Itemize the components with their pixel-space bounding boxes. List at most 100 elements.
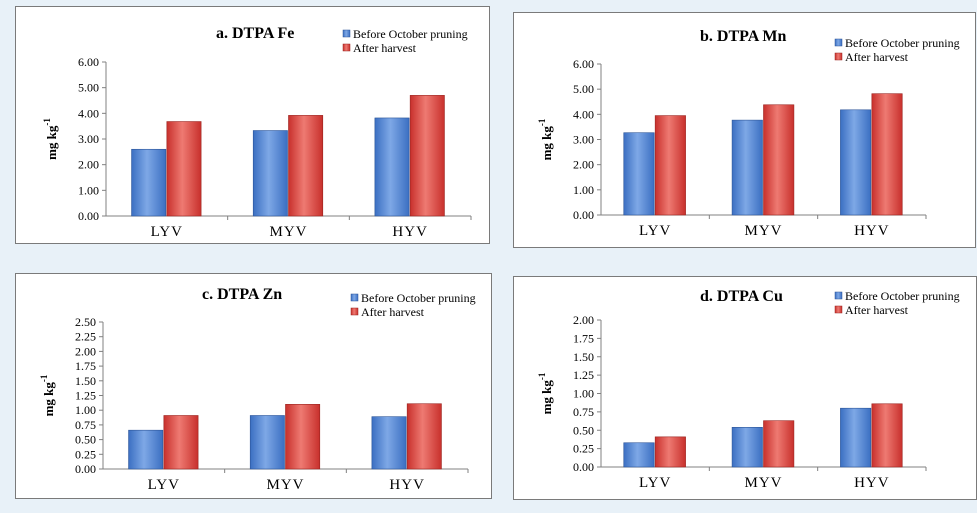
y-tick-label: 4.00	[573, 107, 594, 121]
x-tick-label: MYV	[744, 475, 782, 491]
legend-label: After harvest	[845, 303, 909, 317]
bar-after-harvest	[163, 415, 199, 470]
y-tick-label: 2.00	[75, 344, 96, 358]
bar-before-pruning	[252, 130, 288, 217]
x-tick-label: HYV	[854, 475, 890, 491]
bar-before-pruning	[731, 427, 763, 468]
y-axis-label: mg kg-1	[537, 118, 554, 160]
chart-panel-cu: d. DTPA Cu mg kg-1 0.00 0.25 0.50 0.75 1.00 1.2…	[513, 276, 977, 500]
y-tick-label: 0.00	[75, 462, 96, 476]
y-tick-label: 0.25	[573, 442, 594, 456]
y-tick-label: 1.50	[75, 374, 96, 388]
chart-zn: c. DTPA Zn mg kg-1 0.000.250.500.751.001.2…	[39, 286, 476, 493]
chart-title: c. DTPA Zn	[202, 286, 282, 303]
y-tick-label: 4.00	[78, 106, 99, 120]
bar-before-pruning	[840, 407, 872, 468]
y-tick-label: 0.00	[573, 460, 594, 474]
y-tick-label: 6.00	[78, 55, 99, 69]
bar-after-harvest	[288, 115, 324, 217]
bar-after-harvest	[406, 403, 442, 470]
bar-after-harvest	[763, 104, 795, 216]
bar-after-harvest	[654, 115, 686, 216]
legend-label: Before October pruning	[845, 36, 960, 50]
legend-swatch	[834, 38, 843, 47]
y-tick-label: 0.25	[75, 447, 96, 461]
legend-label: After harvest	[361, 305, 425, 319]
bar-before-pruning	[840, 109, 872, 216]
y-tick-label: 1.00	[75, 403, 96, 417]
y-tick-label: 0.75	[573, 405, 594, 419]
y-tick-label: 2.00	[573, 313, 594, 327]
x-tick-label: HYV	[389, 477, 425, 493]
y-tick-label: 1.00	[573, 183, 594, 197]
y-tick-label: 3.00	[573, 133, 594, 147]
legend-swatch	[350, 307, 359, 316]
y-tick-label: 1.00	[573, 387, 594, 401]
bar-before-pruning	[623, 442, 655, 468]
bar-before-pruning	[371, 416, 407, 470]
bar-after-harvest	[409, 95, 445, 217]
y-tick-label: 1.00	[78, 183, 99, 197]
y-tick-label: 0.00	[573, 208, 594, 222]
bar-before-pruning	[131, 148, 167, 217]
bar-after-harvest	[285, 404, 321, 470]
x-tick-label: LYV	[639, 223, 671, 239]
y-tick-label: 1.25	[573, 368, 594, 382]
bar-before-pruning	[374, 117, 410, 217]
bar-after-harvest	[654, 436, 686, 468]
y-tick-label: 1.50	[573, 350, 594, 364]
y-axis-label: mg kg-1	[39, 374, 56, 416]
bar-before-pruning	[731, 119, 763, 216]
y-tick-label: 1.75	[573, 331, 594, 345]
x-tick-label: MYV	[744, 223, 782, 239]
legend-label: After harvest	[845, 50, 909, 64]
bar-after-harvest	[871, 403, 903, 468]
legend-swatch	[834, 305, 843, 314]
legend-swatch	[834, 52, 843, 61]
legend-label: Before October pruning	[353, 27, 468, 41]
y-axis-label: mg kg-1	[42, 118, 59, 160]
y-tick-label: 0.00	[78, 209, 99, 223]
bar-before-pruning	[128, 429, 164, 470]
bar-after-harvest	[871, 93, 903, 216]
chart-panel-mn: b. DTPA Mn mg kg-1 0.00 1.00 2.00 3.00 4.00 5.0…	[513, 12, 976, 248]
y-tick-label: 6.00	[573, 57, 594, 71]
chart-title: a. DTPA Fe	[216, 25, 294, 42]
x-tick-label: HYV	[392, 224, 428, 240]
legend-swatch	[342, 43, 351, 52]
x-tick-label: HYV	[854, 223, 890, 239]
chart-mn: b. DTPA Mn mg kg-1 0.00 1.00 2.00 3.00 4.00 5.0…	[537, 28, 960, 239]
bar-before-pruning	[249, 415, 285, 470]
y-tick-label: 0.50	[75, 433, 96, 447]
legend-swatch	[342, 29, 351, 38]
legend-label: Before October pruning	[845, 289, 960, 303]
chart-title: b. DTPA Mn	[700, 28, 786, 45]
x-tick-label: LYV	[148, 477, 180, 493]
y-axis-label: mg kg-1	[537, 372, 554, 414]
x-tick-label: LYV	[151, 224, 183, 240]
x-tick-label: LYV	[639, 475, 671, 491]
chart-fe: a. DTPA Fe mg kg-1 0.00 1.00 2.00 3.00 4.00 5.0…	[42, 25, 472, 240]
legend-label: After harvest	[353, 41, 417, 55]
chart-panel-fe: a. DTPA Fe mg kg-1 0.00 1.00 2.00 3.00 4.00 5.0…	[15, 6, 490, 244]
chart-panel-zn: c. DTPA Zn mg kg-1 0.00 0.25 0.50 0.75 1.00 1.2…	[15, 273, 492, 499]
legend-swatch	[834, 291, 843, 300]
y-tick-label: 1.75	[75, 359, 96, 373]
y-tick-label: 3.00	[78, 132, 99, 146]
bar-after-harvest	[763, 420, 795, 468]
y-tick-label: 0.75	[75, 418, 96, 432]
chart-title: d. DTPA Cu	[700, 288, 783, 305]
legend-swatch	[350, 293, 359, 302]
y-tick-label: 2.00	[78, 158, 99, 172]
x-tick-label: MYV	[269, 224, 307, 240]
y-tick-label: 5.00	[78, 81, 99, 95]
y-tick-label: 2.00	[573, 158, 594, 172]
bar-before-pruning	[623, 132, 655, 216]
y-tick-label: 0.50	[573, 423, 594, 437]
y-tick-label: 2.50	[75, 315, 96, 329]
chart-cu: d. DTPA Cu mg kg-1 0.00 0.25 0.50 0.75 1.00 1.2…	[537, 288, 960, 491]
legend-label: Before October pruning	[361, 291, 476, 305]
y-tick-label: 5.00	[573, 82, 594, 96]
x-tick-label: MYV	[266, 477, 304, 493]
bar-after-harvest	[166, 121, 202, 217]
